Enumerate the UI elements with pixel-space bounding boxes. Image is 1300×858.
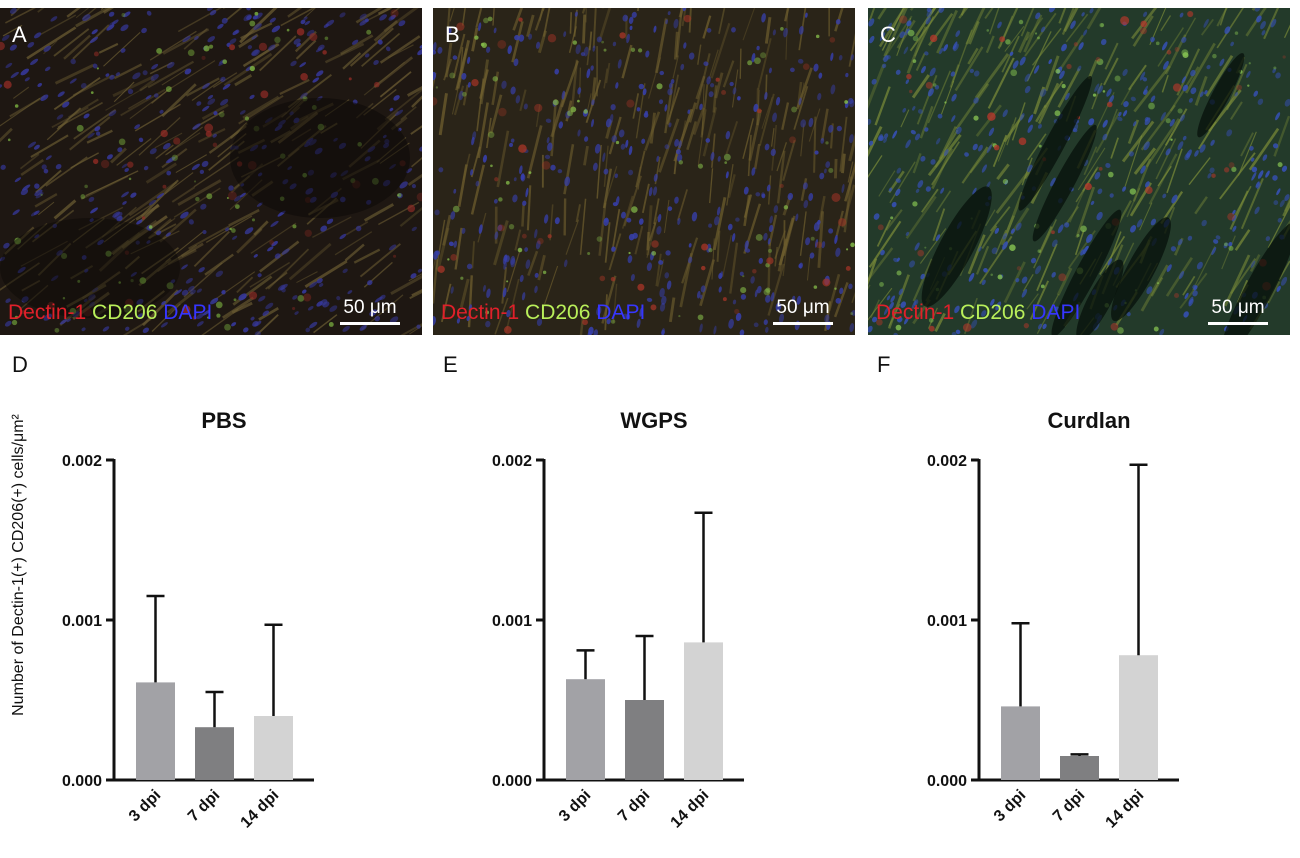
y-tick-label: 0.002: [62, 453, 102, 470]
scale-bar-label: 50 μm: [343, 297, 397, 318]
scale-bar-line: [1208, 322, 1268, 325]
stain-green-label: CD206: [92, 301, 158, 324]
chart-title: PBS: [201, 408, 246, 433]
y-axis-label: Number of Dectin-1(+) CD206(+) cells/μm²: [10, 414, 27, 716]
panel-label-a: A: [12, 22, 27, 47]
chart-curdlan: Curdlan 0.000 0.001 0.002 3 dpi 7 dpi 14 dpi: [927, 408, 1179, 832]
scale-bar-label: 50 μm: [776, 297, 830, 318]
x-tick-label: 3 dpi: [991, 787, 1029, 825]
stain-red-label: Dectin-1: [876, 301, 955, 324]
bar: [566, 679, 605, 780]
micrograph-a: A Dectin-1 CD206 DAPI 50 μm: [0, 8, 422, 335]
stain-legend-a: Dectin-1 CD206 DAPI: [8, 301, 212, 325]
x-tick-label: 7 dpi: [185, 787, 223, 825]
panel-label-f: F: [877, 352, 891, 377]
chart-pbs: PBS 0.000 0.001 0.002 3 dpi 7 dpi 14 dpi: [62, 408, 314, 832]
scale-bar-line: [340, 322, 400, 325]
scale-bar-line: [773, 322, 833, 325]
stain-blue-label: DAPI: [596, 301, 646, 324]
bar: [195, 727, 234, 780]
panel-label-e: E: [443, 352, 458, 377]
y-tick-label: 0.001: [927, 613, 967, 630]
y-tick-label: 0.000: [62, 773, 102, 790]
tissue-image-a: [0, 8, 422, 335]
chart-title: Curdlan: [1047, 408, 1130, 433]
x-tick-label: 14 dpi: [668, 787, 713, 832]
chart-wgps: WGPS 0.000 0.001 0.002 3 dpi 7 dpi 14 dpi: [492, 408, 744, 832]
scale-bar-label: 50 μm: [1211, 297, 1265, 318]
panel-label-d: D: [12, 352, 28, 377]
stain-legend-c: Dectin-1 CD206 DAPI: [876, 301, 1080, 325]
x-tick-label: 3 dpi: [126, 787, 164, 825]
chart-title: WGPS: [620, 408, 687, 433]
tissue-image-c: [868, 8, 1290, 335]
x-tick-label: 14 dpi: [1103, 787, 1148, 832]
bar: [254, 716, 293, 780]
panel-label-b: B: [445, 22, 460, 47]
y-tick-label: 0.001: [62, 613, 102, 630]
stain-green-label: CD206: [960, 301, 1026, 324]
y-tick-label: 0.002: [927, 453, 967, 470]
x-tick-label: 3 dpi: [556, 787, 594, 825]
y-tick-label: 0.001: [492, 613, 532, 630]
bar: [684, 642, 723, 780]
y-axis-label-container: Number of Dectin-1(+) CD206(+) cells/μm²: [4, 330, 34, 800]
bar: [136, 682, 175, 780]
bar: [1001, 706, 1040, 780]
stain-red-label: Dectin-1: [8, 301, 87, 324]
tissue-image-b: [433, 8, 855, 335]
panel-label-c: C: [880, 22, 896, 47]
scale-bar-b: 50 μm: [773, 297, 833, 325]
y-tick-label: 0.000: [492, 773, 532, 790]
scale-bar-c: 50 μm: [1208, 297, 1268, 325]
bar: [1119, 655, 1158, 780]
stain-green-label: CD206: [525, 301, 591, 324]
y-tick-label: 0.002: [492, 453, 532, 470]
scale-bar-a: 50 μm: [340, 297, 400, 325]
stain-blue-label: DAPI: [1031, 301, 1081, 324]
stain-legend-b: Dectin-1 CD206 DAPI: [441, 301, 645, 325]
bar: [1060, 756, 1099, 780]
x-tick-label: 14 dpi: [238, 787, 283, 832]
x-tick-label: 7 dpi: [615, 787, 653, 825]
y-tick-label: 0.000: [927, 773, 967, 790]
micrograph-c: C Dectin-1 CD206 DAPI 50 μm: [868, 8, 1290, 335]
stain-red-label: Dectin-1: [441, 301, 520, 324]
stain-blue-label: DAPI: [163, 301, 213, 324]
x-tick-label: 7 dpi: [1050, 787, 1088, 825]
micrograph-b: B Dectin-1 CD206 DAPI 50 μm: [433, 8, 855, 335]
bar: [625, 700, 664, 780]
